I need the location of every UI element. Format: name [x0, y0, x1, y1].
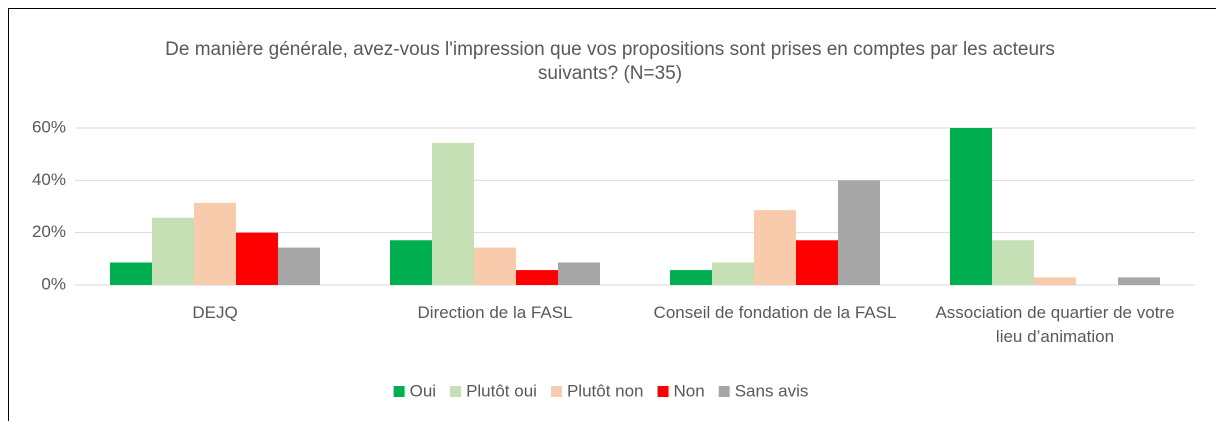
y-tick-label: 40%	[32, 170, 66, 189]
bar	[390, 240, 432, 285]
x-tick-label: Association de quartier de votre lieu d’…	[935, 303, 1175, 346]
bar	[516, 270, 558, 285]
legend-swatch	[450, 386, 462, 397]
y-tick-label: 20%	[32, 222, 66, 241]
bar	[432, 142, 474, 285]
legend-label: Non	[674, 381, 705, 400]
legend-label: Oui	[410, 381, 436, 400]
bar	[1034, 277, 1076, 285]
bar	[152, 217, 194, 285]
bar	[236, 232, 278, 285]
y-tick-label: 60%	[32, 117, 66, 136]
bar	[278, 247, 320, 285]
bar	[670, 270, 712, 285]
y-tick-label: 0%	[41, 274, 66, 293]
bar	[1118, 277, 1160, 285]
legend-label: Plutôt non	[567, 381, 644, 400]
legend-swatch	[550, 386, 562, 397]
x-tick-label: Direction de la FASL	[417, 303, 573, 322]
bar	[194, 202, 236, 285]
bar	[110, 262, 152, 285]
bar	[558, 262, 600, 285]
bar	[712, 262, 754, 285]
bar	[838, 180, 880, 285]
legend-swatch	[393, 386, 405, 397]
bar	[754, 210, 796, 285]
legend-label: Plutôt oui	[466, 381, 537, 400]
bar	[950, 128, 992, 285]
bar	[796, 240, 838, 285]
legend-swatch	[718, 386, 730, 397]
bar	[474, 247, 516, 285]
legend-label: Sans avis	[735, 381, 809, 400]
chart-title: De manière générale, avez-vous l'impress…	[165, 39, 1055, 84]
chart-border	[8, 8, 1216, 421]
x-tick-label: DEJQ	[192, 303, 238, 322]
legend-swatch	[657, 386, 669, 397]
bar	[992, 240, 1034, 285]
x-tick-label: Conseil de fondation de la FASL	[653, 303, 897, 322]
